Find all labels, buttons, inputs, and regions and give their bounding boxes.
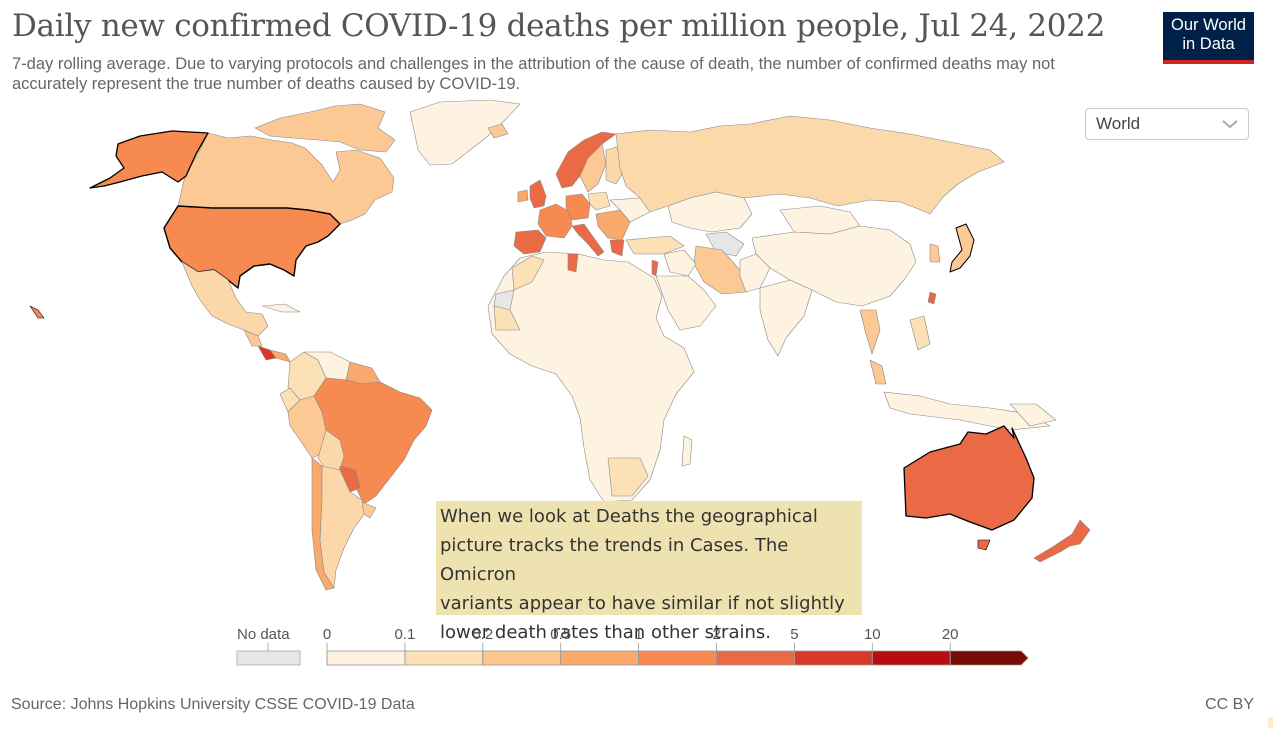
country-iran[interactable] bbox=[693, 245, 747, 295]
country-spain[interactable] bbox=[513, 229, 547, 255]
country-philippines[interactable] bbox=[909, 315, 931, 351]
country-usa-hawaii[interactable] bbox=[29, 305, 45, 319]
our-world-in-data-logo[interactable]: Our World in Data bbox=[1163, 12, 1254, 64]
country-cuba[interactable] bbox=[261, 303, 301, 313]
country-poland[interactable] bbox=[587, 191, 611, 211]
country-south-korea[interactable] bbox=[929, 243, 941, 263]
country-japan[interactable] bbox=[949, 223, 975, 273]
country-guatemala[interactable] bbox=[243, 329, 263, 347]
legend-tick-label: 0.5 bbox=[550, 626, 571, 643]
country-mexico[interactable] bbox=[181, 261, 269, 337]
legend-bin[interactable] bbox=[560, 650, 640, 666]
legend-bin[interactable] bbox=[794, 650, 873, 666]
country-indonesia[interactable] bbox=[883, 391, 1051, 431]
country-italy[interactable] bbox=[571, 223, 605, 257]
color-legend: No data 0 0.1 0.2 0.5 1 2 5 10 20 bbox=[236, 626, 1029, 666]
country-canada-islands[interactable] bbox=[254, 103, 396, 153]
legend-tick-label: 2 bbox=[712, 626, 720, 643]
country-mauritania[interactable] bbox=[493, 305, 521, 331]
country-australia[interactable] bbox=[903, 425, 1035, 531]
legend-tick-label: 20 bbox=[942, 626, 959, 643]
license-link[interactable]: CC BY bbox=[1205, 696, 1254, 713]
country-thailand[interactable] bbox=[859, 309, 881, 355]
country-madagascar[interactable] bbox=[681, 435, 693, 467]
country-malaysia[interactable] bbox=[869, 359, 887, 385]
legend-no-data-swatch[interactable] bbox=[236, 650, 301, 666]
country-north-africa[interactable] bbox=[487, 251, 695, 503]
country-saudi-arabia[interactable] bbox=[655, 275, 717, 331]
logo-line-1: Our World bbox=[1171, 16, 1246, 34]
annotation-box: When we look at Deaths the geographical … bbox=[436, 501, 862, 643]
country-uk[interactable] bbox=[529, 179, 547, 209]
chart-subtitle: 7-day rolling average. Due to varying pr… bbox=[12, 55, 1055, 93]
legend-bin[interactable] bbox=[949, 650, 1029, 666]
country-india[interactable] bbox=[759, 279, 813, 357]
country-iraq-syria[interactable] bbox=[663, 249, 697, 277]
country-southern-africa[interactable] bbox=[607, 457, 649, 497]
country-morocco[interactable] bbox=[511, 255, 545, 291]
country-france[interactable] bbox=[537, 203, 573, 239]
country-argentina[interactable] bbox=[319, 465, 367, 589]
legend-tick-label: 0 bbox=[323, 626, 331, 643]
legend-tick-label: 5 bbox=[790, 626, 798, 643]
country-kazakhstan[interactable] bbox=[667, 191, 753, 233]
legend-tick-label: 0.1 bbox=[394, 626, 415, 643]
country-iceland[interactable] bbox=[487, 123, 509, 139]
annotation-line: When we look at Deaths the geographical bbox=[440, 506, 818, 527]
country-germany[interactable] bbox=[565, 193, 591, 221]
country-tunisia[interactable] bbox=[567, 253, 579, 273]
legend-bin[interactable] bbox=[638, 650, 717, 666]
logo-line-2: in Data bbox=[1182, 35, 1235, 53]
corner-marker bbox=[1268, 717, 1273, 728]
annotation-line: lower death rates than other strains. bbox=[440, 622, 771, 643]
legend-tick-label: 0.2 bbox=[472, 626, 493, 643]
chevron-down-icon bbox=[1222, 120, 1238, 129]
country-papua-new-guinea[interactable] bbox=[1009, 403, 1057, 427]
world-map bbox=[29, 99, 1091, 591]
legend-no-data-label: No data bbox=[237, 626, 290, 643]
region-select[interactable]: World bbox=[1085, 108, 1249, 140]
legend-tick-label: 10 bbox=[864, 626, 881, 643]
country-ireland[interactable] bbox=[517, 189, 529, 203]
country-new-zealand[interactable] bbox=[1033, 519, 1091, 563]
chart-title: Daily new confirmed COVID-19 deaths per … bbox=[12, 8, 1106, 44]
annotation-line: variants appear to have similar if not s… bbox=[440, 593, 845, 614]
country-guyanas[interactable] bbox=[345, 361, 381, 385]
region-select-value: World bbox=[1096, 114, 1141, 133]
country-turkey[interactable] bbox=[625, 235, 685, 255]
country-greece[interactable] bbox=[609, 239, 625, 257]
country-greenland[interactable] bbox=[409, 99, 521, 166]
country-israel[interactable] bbox=[651, 259, 659, 277]
country-china[interactable] bbox=[751, 225, 917, 307]
legend-bin[interactable] bbox=[404, 650, 484, 666]
country-uruguay[interactable] bbox=[361, 501, 377, 519]
legend-bin[interactable] bbox=[716, 650, 795, 666]
annotation-line: picture tracks the trends in Cases. The … bbox=[440, 535, 789, 585]
legend-bin[interactable] bbox=[326, 650, 406, 666]
legend-tick-label: 1 bbox=[634, 626, 642, 643]
legend-bin[interactable] bbox=[482, 650, 562, 666]
country-tasmania[interactable] bbox=[977, 539, 991, 551]
country-usa-alaska[interactable] bbox=[89, 130, 209, 189]
country-russia[interactable] bbox=[615, 115, 1005, 215]
source-note: Source: Johns Hopkins University CSSE CO… bbox=[11, 696, 415, 713]
logo-red-bar bbox=[1163, 60, 1254, 64]
country-ukraine[interactable] bbox=[609, 197, 651, 223]
legend-bin[interactable] bbox=[871, 650, 951, 666]
country-taiwan[interactable] bbox=[927, 291, 937, 305]
